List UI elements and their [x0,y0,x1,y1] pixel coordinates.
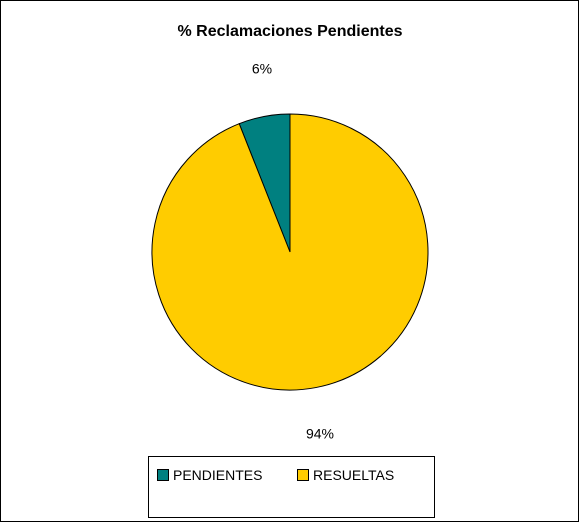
legend-swatch [157,469,169,481]
chart-title: % Reclamaciones Pendientes [178,23,403,40]
legend-label: RESUELTAS [313,467,395,483]
legend: PENDIENTES RESUELTAS [148,456,435,518]
legend-label: PENDIENTES [173,467,263,483]
data-label: 6% [252,61,272,77]
pie-slice [151,113,429,391]
legend-swatch [297,469,309,481]
data-label: 94% [306,426,334,442]
